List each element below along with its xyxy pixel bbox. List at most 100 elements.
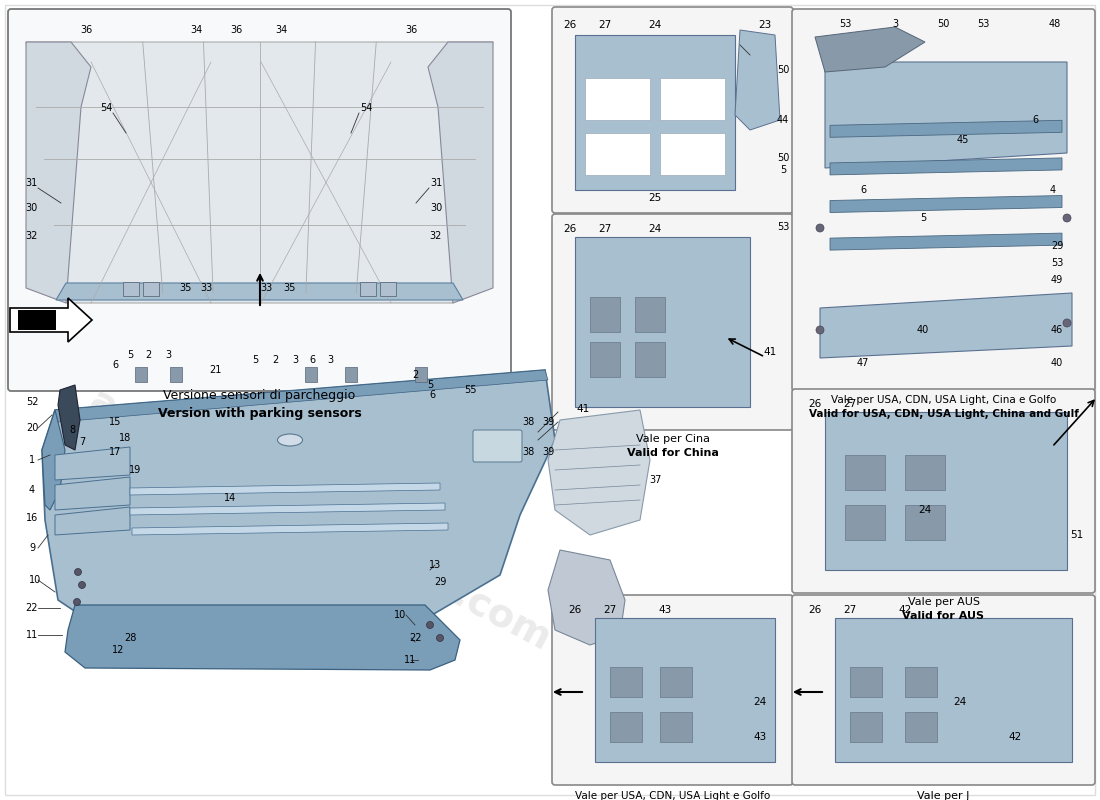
Text: 18: 18 (119, 433, 131, 443)
Text: 34: 34 (190, 25, 202, 35)
Polygon shape (55, 447, 130, 480)
Text: 13: 13 (429, 560, 441, 570)
Text: 31: 31 (430, 178, 442, 188)
Text: 31: 31 (25, 178, 37, 188)
Ellipse shape (277, 434, 302, 446)
Text: 55: 55 (464, 385, 476, 395)
Text: 6: 6 (309, 355, 315, 365)
Text: 35: 35 (179, 283, 192, 293)
Text: 27: 27 (844, 399, 857, 409)
Polygon shape (26, 42, 493, 303)
Polygon shape (18, 310, 56, 330)
Text: 6: 6 (429, 390, 436, 400)
FancyBboxPatch shape (660, 667, 692, 697)
Polygon shape (55, 507, 130, 535)
Text: 42: 42 (899, 605, 912, 615)
Text: 27: 27 (604, 605, 617, 615)
Polygon shape (825, 62, 1067, 168)
Text: 27: 27 (598, 20, 612, 30)
FancyBboxPatch shape (610, 712, 642, 742)
Polygon shape (65, 605, 460, 670)
Text: 8: 8 (69, 425, 75, 435)
Text: 40: 40 (1050, 358, 1063, 368)
Circle shape (437, 634, 443, 642)
Text: 29: 29 (433, 577, 447, 587)
Polygon shape (830, 158, 1062, 175)
FancyBboxPatch shape (590, 342, 620, 377)
FancyBboxPatch shape (360, 282, 376, 296)
Text: Version with parking sensors: Version with parking sensors (157, 407, 362, 421)
Text: 26: 26 (569, 605, 582, 615)
Text: 2: 2 (411, 370, 418, 380)
Text: 2: 2 (145, 350, 151, 360)
Text: 32: 32 (430, 231, 442, 241)
FancyBboxPatch shape (635, 342, 666, 377)
FancyBboxPatch shape (8, 9, 512, 391)
Text: 17: 17 (109, 447, 121, 457)
Text: 42: 42 (1009, 732, 1022, 742)
Text: Vale per Cina: Vale per Cina (636, 434, 710, 444)
Text: 48: 48 (1049, 19, 1061, 29)
Polygon shape (548, 410, 650, 535)
Text: 35: 35 (283, 283, 295, 293)
Text: 24: 24 (918, 505, 932, 515)
Text: 24: 24 (954, 697, 967, 707)
Polygon shape (26, 42, 91, 303)
FancyBboxPatch shape (305, 367, 317, 382)
Polygon shape (55, 477, 130, 510)
Text: 5: 5 (920, 213, 926, 223)
FancyBboxPatch shape (552, 595, 793, 785)
Text: 24: 24 (648, 224, 661, 234)
Text: 44: 44 (777, 115, 789, 125)
FancyBboxPatch shape (792, 9, 1094, 391)
Text: 40: 40 (917, 325, 930, 335)
Text: 30: 30 (25, 203, 37, 213)
Text: 50: 50 (777, 153, 789, 163)
Text: 10: 10 (394, 610, 406, 620)
Text: 28: 28 (124, 633, 136, 643)
Text: 53: 53 (777, 222, 789, 232)
Text: 36: 36 (230, 25, 242, 35)
Circle shape (816, 224, 824, 232)
Polygon shape (830, 233, 1062, 250)
Polygon shape (815, 27, 925, 72)
Text: 21: 21 (209, 365, 221, 375)
Text: 33: 33 (200, 283, 212, 293)
FancyBboxPatch shape (845, 505, 886, 540)
Polygon shape (835, 618, 1072, 762)
FancyBboxPatch shape (610, 667, 642, 697)
Text: Vale per J: Vale per J (917, 791, 970, 800)
Text: 6: 6 (112, 360, 118, 370)
Text: 37: 37 (649, 475, 661, 485)
Text: 5: 5 (126, 350, 133, 360)
Text: 36: 36 (80, 25, 92, 35)
FancyBboxPatch shape (345, 367, 358, 382)
Text: Versione sensori di parcheggio: Versione sensori di parcheggio (164, 390, 355, 402)
Text: 54: 54 (360, 103, 372, 113)
FancyBboxPatch shape (473, 430, 522, 462)
Text: 26: 26 (808, 605, 822, 615)
Text: 3: 3 (292, 355, 298, 365)
Circle shape (1063, 214, 1071, 222)
Polygon shape (130, 503, 446, 515)
Text: 3: 3 (327, 355, 333, 365)
Text: 39: 39 (542, 447, 554, 457)
Polygon shape (56, 283, 463, 300)
Text: 41: 41 (576, 404, 590, 414)
FancyBboxPatch shape (845, 455, 886, 490)
Text: 52: 52 (25, 397, 39, 407)
Text: 2: 2 (272, 355, 278, 365)
Text: 43: 43 (659, 605, 672, 615)
Text: 27: 27 (598, 224, 612, 234)
Polygon shape (42, 370, 556, 635)
Text: a passion for parts.com: a passion for parts.com (82, 382, 557, 658)
FancyBboxPatch shape (850, 712, 882, 742)
Circle shape (78, 582, 86, 589)
Circle shape (74, 598, 80, 606)
Text: 53: 53 (1050, 258, 1064, 268)
Text: 27: 27 (844, 605, 857, 615)
FancyBboxPatch shape (552, 214, 793, 430)
FancyBboxPatch shape (585, 78, 650, 120)
Text: 53: 53 (977, 19, 989, 29)
FancyBboxPatch shape (792, 389, 1094, 593)
